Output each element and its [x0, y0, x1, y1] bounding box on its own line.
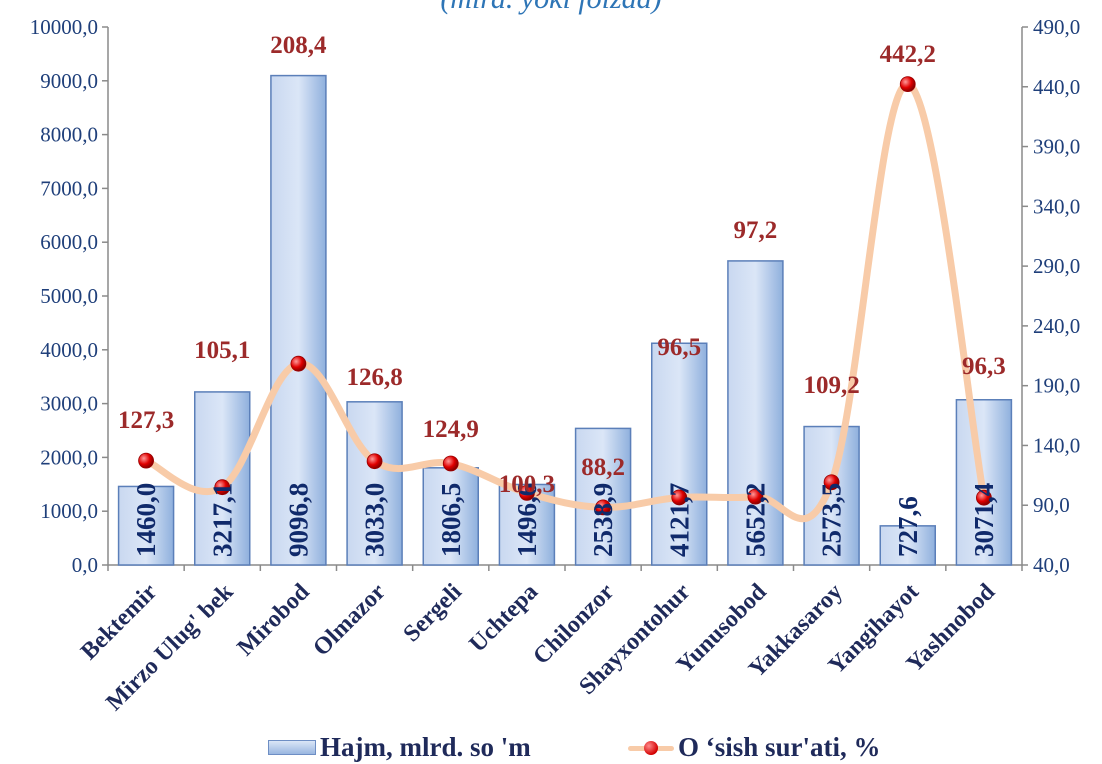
growth-point — [823, 474, 840, 491]
growth-point — [442, 455, 459, 472]
left-tick-label: 5000,0 — [40, 284, 98, 308]
category-label: Uchtepa — [464, 579, 543, 658]
growth-value-label: 127,3 — [118, 407, 174, 434]
category-label: Mirobod — [232, 578, 315, 661]
bars — [117, 74, 1013, 566]
chart-subtitle: (mlrd. yoki foizda) — [0, 0, 1102, 16]
chart: 0,0 1000,0 2000,0 3000,0 4000,0 5000,0 6000,0 7… — [30, 15, 1081, 716]
growth-value-label: 442,2 — [880, 41, 936, 68]
right-tick-label: 190,0 — [1033, 374, 1080, 398]
right-tick-label: 340,0 — [1033, 194, 1080, 218]
growth-point — [519, 485, 535, 501]
growth-point — [747, 488, 764, 505]
bar — [346, 401, 403, 566]
growth-value-label: 124,9 — [423, 416, 479, 443]
bar — [117, 485, 175, 566]
growth-point — [899, 76, 916, 93]
right-tick-label: 290,0 — [1033, 254, 1080, 278]
right-tick-label: 40,0 — [1033, 553, 1070, 577]
left-tick-label: 9000,0 — [40, 69, 98, 93]
legend-label-growth: O ‘sish sur'ati, % — [678, 732, 881, 762]
growth-value-label: 208,4 — [270, 32, 327, 59]
bar-value-label: 3071,4 — [969, 483, 999, 557]
left-tick-label: 1000,0 — [40, 499, 98, 523]
right-tick-label: 240,0 — [1033, 314, 1080, 338]
bar — [194, 391, 251, 566]
right-tick-label: 440,0 — [1033, 75, 1080, 99]
growth-point — [290, 355, 307, 372]
bar-value-label: 1496,6 — [512, 483, 542, 557]
left-tick-label: 6000,0 — [40, 230, 98, 254]
category-label: Sergeli — [399, 579, 468, 648]
left-tick-label: 4000,0 — [40, 338, 98, 362]
growth-point — [214, 479, 231, 496]
bar-value-label: 4121,7 — [664, 483, 694, 557]
left-tick-label: 7000,0 — [40, 176, 98, 200]
bar — [651, 342, 708, 566]
bar-value-label: 5652,2 — [740, 483, 770, 557]
bar — [422, 467, 479, 566]
left-tick-label: 3000,0 — [40, 392, 98, 416]
right-tick-label: 390,0 — [1033, 135, 1080, 159]
right-tick-label: 140,0 — [1033, 433, 1080, 457]
growth-value-label: 100,3 — [499, 471, 555, 498]
growth-value-label: 109,2 — [803, 372, 859, 399]
growth-point — [976, 489, 992, 506]
growth-value-label: 105,1 — [194, 337, 250, 364]
bar-value-label: 3033,0 — [360, 483, 390, 557]
legend-item-volume: Hajm, mlrd. so 'm — [268, 732, 531, 763]
growth-value-label: 96,3 — [962, 353, 1006, 380]
bar — [803, 425, 860, 566]
labels: 1460,0 3217,1 9096,8 3033,0 1806,5 1496,6 2538… — [118, 32, 1006, 557]
bar-value-label: 9096,8 — [283, 483, 313, 557]
growth-point — [366, 453, 383, 470]
bar — [270, 74, 327, 566]
left-tick-label: 8000,0 — [40, 123, 98, 147]
growth-point — [671, 489, 688, 506]
bar — [727, 260, 784, 566]
bar-value-label: 3217,1 — [207, 483, 237, 557]
bar-value-label: 2573,5 — [817, 483, 847, 557]
bar-value-label: 1806,5 — [436, 483, 466, 557]
legend-label-volume: Hajm, mlrd. so 'm — [320, 732, 531, 762]
left-tick-label: 2000,0 — [40, 445, 98, 469]
bar-value-label: 1460,0 — [131, 483, 161, 557]
legend-line-swatch — [628, 740, 674, 755]
left-tick-label: 10000,0 — [30, 15, 98, 39]
bar-value-label: 727,6 — [893, 496, 923, 557]
bar-value-label: 2538,9 — [588, 483, 618, 557]
growth-value-label: 126,8 — [346, 364, 402, 391]
growth-value-label: 88,2 — [581, 454, 625, 481]
growth-point — [595, 499, 611, 516]
legend-item-growth: O ‘sish sur'ati, % — [628, 732, 881, 763]
bar — [879, 525, 936, 566]
growth-value-label: 97,2 — [734, 217, 778, 244]
right-tick-label: 90,0 — [1033, 493, 1070, 517]
legend-bar-swatch — [268, 740, 316, 755]
right-tick-label: 490,0 — [1033, 15, 1080, 39]
bar — [574, 427, 632, 566]
category-label: Mirzo Ulug' bek — [101, 578, 239, 716]
growth-value-label: 96,5 — [657, 334, 701, 361]
growth-line — [138, 76, 992, 523]
growth-point — [138, 452, 154, 469]
legend: Hajm, mlrd. so 'm O ‘sish sur'ati, % — [0, 732, 1102, 764]
left-tick-label: 0,0 — [72, 553, 98, 577]
category-label: Olmazor — [308, 579, 391, 662]
